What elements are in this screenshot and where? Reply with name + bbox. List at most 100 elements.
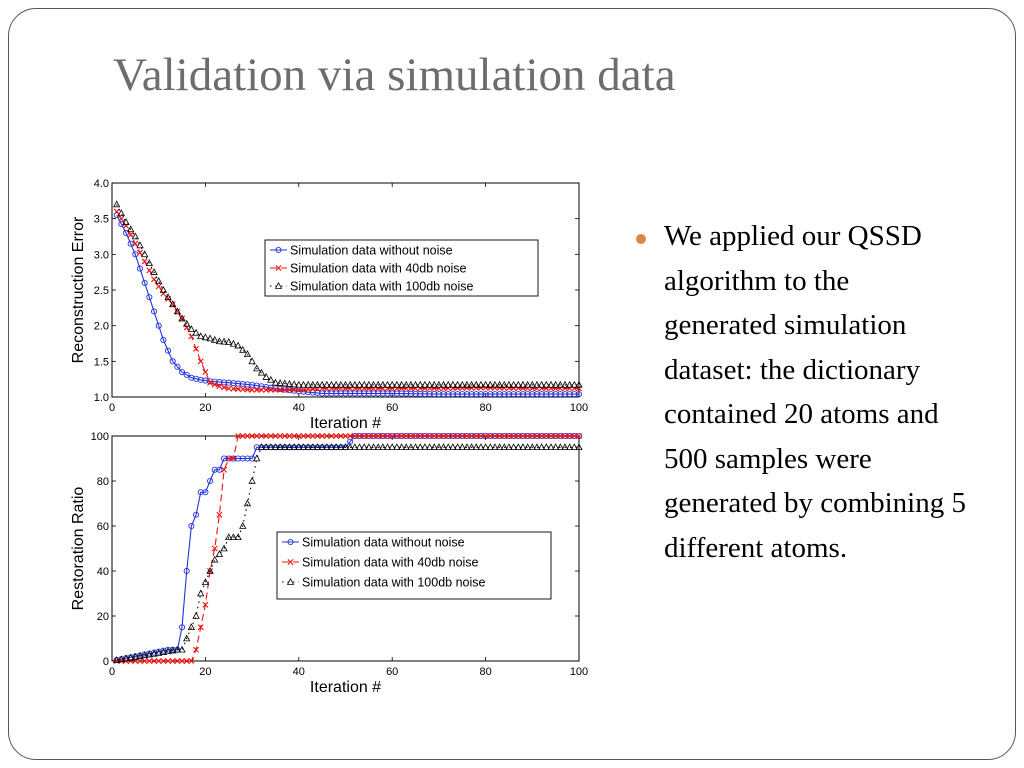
- data-point: [263, 386, 270, 393]
- x-tick-label: 40: [293, 666, 305, 678]
- data-point: [514, 380, 522, 388]
- data-point: [235, 386, 242, 392]
- data-point: [235, 380, 242, 387]
- y-tick-label: 2.5: [94, 285, 109, 297]
- x-tick-label: 80: [479, 666, 491, 678]
- data-point: [552, 433, 559, 439]
- x-axis-label: Iteration #: [310, 415, 381, 432]
- data-point: [309, 433, 316, 439]
- data-point: [286, 577, 295, 585]
- data-point: [379, 390, 386, 397]
- data-point: [155, 658, 162, 664]
- data-point: [495, 443, 504, 451]
- data-point: [174, 363, 181, 370]
- data-point: [131, 232, 140, 240]
- data-point: [207, 379, 214, 386]
- data-point: [444, 443, 452, 451]
- y-tick-label: 100: [91, 431, 109, 443]
- data-point: [463, 380, 471, 388]
- data-point: [435, 443, 443, 451]
- data-point: [113, 200, 121, 208]
- data-point: [215, 550, 224, 557]
- data-point: [370, 390, 377, 397]
- data-point: [523, 380, 532, 388]
- data-point: [249, 433, 256, 439]
- series-line: [116, 204, 579, 386]
- data-point: [206, 334, 214, 342]
- data-point: [305, 433, 312, 439]
- data-point: [542, 380, 550, 388]
- data-point: [365, 380, 373, 388]
- data-point: [458, 380, 466, 388]
- bullet-text: We applied our QSSD algorithm to the gen…: [664, 220, 966, 564]
- data-point: [519, 391, 527, 398]
- y-tick-label: 2.0: [94, 321, 109, 333]
- data-point: [267, 443, 275, 451]
- data-point: [243, 350, 252, 357]
- data-point: [351, 380, 359, 388]
- data-point: [276, 443, 284, 451]
- y-tick-label: 60: [97, 521, 109, 533]
- legend-label: Simulation data with 100db noise: [302, 576, 486, 590]
- data-point: [211, 545, 218, 552]
- data-point: [487, 391, 494, 398]
- data-point: [285, 379, 294, 387]
- data-point: [150, 308, 158, 315]
- data-point: [309, 389, 316, 396]
- data-point: [463, 385, 470, 392]
- data-point: [183, 324, 190, 331]
- data-point: [201, 333, 210, 341]
- data-point: [286, 433, 293, 439]
- data-point: [271, 378, 280, 386]
- data-point: [318, 380, 326, 388]
- data-point: [277, 385, 284, 393]
- data-point: [159, 648, 168, 655]
- data-point: [533, 391, 541, 398]
- data-point: [178, 314, 186, 322]
- data-point: [369, 443, 378, 451]
- data-point: [248, 357, 256, 365]
- data-point: [519, 433, 526, 439]
- data-point: [523, 443, 532, 451]
- data-point: [421, 380, 429, 388]
- data-point: [160, 658, 167, 664]
- data-point: [136, 265, 144, 272]
- data-point: [383, 443, 392, 451]
- data-point: [244, 381, 251, 388]
- data-point: [570, 380, 578, 388]
- reconstruction-error-chart: 0 20 40 60 80 100 1.0 1.5 2.0 2.5 3.0 3.5 4.0 Iterati…: [70, 178, 588, 432]
- data-point: [482, 391, 489, 398]
- data-point: [528, 443, 536, 451]
- data-point: [416, 380, 424, 388]
- data-point: [275, 246, 282, 254]
- data-point: [347, 390, 354, 397]
- data-point: [529, 391, 536, 398]
- data-point: [192, 328, 200, 336]
- legend-label: Simulation data with 100db noise: [290, 280, 474, 294]
- x-tick-label: 60: [386, 402, 398, 414]
- data-point: [369, 380, 378, 388]
- data-point: [272, 433, 279, 439]
- data-point: [220, 337, 228, 345]
- data-point: [173, 645, 182, 653]
- data-point: [562, 433, 568, 439]
- data-point: [547, 380, 555, 388]
- data-point: [426, 433, 433, 439]
- data-point: [375, 390, 382, 397]
- data-point: [178, 645, 186, 653]
- data-point: [459, 391, 466, 398]
- data-point: [173, 307, 182, 315]
- data-point: [575, 443, 583, 451]
- data-point: [417, 433, 424, 439]
- data-point: [318, 443, 326, 451]
- data-point: [313, 380, 322, 388]
- data-point: [341, 443, 350, 451]
- data-point: [295, 433, 302, 439]
- data-point: [421, 433, 428, 439]
- data-point: [230, 455, 237, 462]
- data-point: [561, 380, 569, 388]
- data-point: [547, 433, 554, 439]
- data-point: [431, 433, 438, 439]
- y-tick-label: 20: [97, 611, 109, 623]
- slide-title: Validation via simulation data: [113, 49, 676, 101]
